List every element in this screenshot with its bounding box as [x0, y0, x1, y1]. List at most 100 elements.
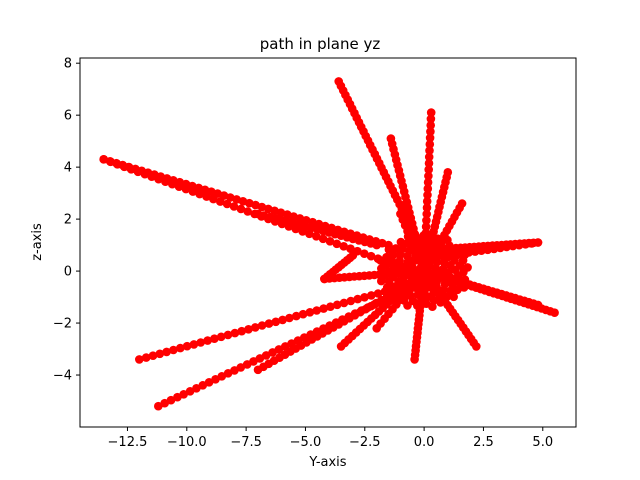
data-point [384, 245, 394, 254]
data-point [426, 108, 436, 117]
data-point [410, 234, 420, 243]
data-point [443, 235, 452, 245]
data-point [160, 398, 169, 408]
data-point [271, 317, 281, 327]
data-point [514, 240, 524, 250]
data-point [477, 246, 486, 255]
data-point [332, 239, 342, 249]
data-point [325, 237, 335, 246]
data-point [264, 319, 274, 328]
data-point [353, 294, 363, 304]
data-point [148, 351, 158, 361]
x-axis-ticks: −12.5 −10.0 −7.5 −5.0 −2.5 0.0 2.5 5.0 [108, 427, 553, 450]
data-point [412, 283, 421, 293]
data-point [413, 301, 422, 310]
data-point [391, 244, 401, 253]
data-point [424, 171, 433, 181]
y-tick-label: 2 [64, 213, 72, 228]
data-point [216, 332, 226, 342]
data-point [424, 159, 434, 168]
data-point [533, 238, 543, 247]
data-point [426, 114, 436, 124]
data-point [422, 209, 432, 219]
data-point [346, 244, 355, 253]
data-point [423, 190, 432, 200]
data-point [360, 249, 369, 258]
x-tick-label: −12.5 [108, 435, 148, 450]
data-point [176, 343, 185, 353]
data-point [425, 133, 435, 143]
y-axis-title: z-axis [30, 223, 45, 261]
data-point [425, 146, 434, 155]
y-tick-label: −2 [53, 317, 72, 332]
y-tick-label: 6 [64, 109, 72, 124]
data-point [173, 392, 182, 402]
data-point [223, 330, 233, 340]
data-point [198, 381, 208, 390]
data-point [422, 203, 432, 212]
data-point [278, 315, 287, 325]
data-point [463, 263, 472, 272]
data-point [292, 311, 301, 321]
x-tick-label: 5.0 [532, 435, 553, 450]
data-point [257, 321, 267, 330]
data-point [496, 243, 505, 253]
data-point [318, 234, 328, 244]
data-point [430, 252, 439, 261]
data-point [460, 275, 470, 284]
data-point [346, 296, 356, 306]
data-point [377, 276, 386, 286]
y-tick-label: −4 [53, 369, 72, 384]
data-point [502, 242, 511, 252]
data-point [428, 302, 437, 312]
data-point [135, 355, 144, 364]
data-point [366, 251, 376, 261]
data-point [410, 355, 419, 364]
data-point [396, 237, 406, 247]
data-point [422, 216, 431, 225]
data-point [426, 121, 436, 130]
data-point [448, 279, 457, 289]
y-tick-label: 0 [64, 265, 72, 280]
data-point [424, 165, 434, 174]
data-point [229, 202, 239, 211]
data-point [237, 326, 246, 336]
data-point [442, 292, 452, 302]
data-point [360, 293, 369, 302]
data-point [508, 241, 518, 251]
data-point [373, 289, 383, 298]
data-point [453, 285, 462, 295]
data-point [367, 291, 376, 300]
data-point [377, 264, 386, 273]
data-point [550, 308, 559, 318]
data-point [242, 360, 252, 369]
y-axis-ticks: −4 −2 0 2 4 6 8 [53, 57, 80, 384]
data-point [533, 300, 543, 310]
data-point [312, 306, 322, 315]
data-point [483, 245, 493, 255]
x-tick-label: −7.5 [230, 435, 262, 450]
x-tick-label: 0.0 [414, 435, 435, 450]
data-point [470, 247, 480, 256]
data-point [332, 300, 342, 310]
x-tick-label: −10.0 [167, 435, 207, 450]
data-point [189, 340, 199, 349]
data-point [521, 240, 530, 249]
data-point [390, 293, 400, 303]
data-point [162, 347, 171, 357]
data-point [319, 304, 328, 313]
data-point [433, 234, 443, 243]
data-point [398, 244, 408, 253]
data-point [336, 342, 346, 351]
data-point [423, 178, 433, 187]
data-point [460, 250, 470, 260]
data-point [155, 349, 165, 359]
data-point [268, 348, 277, 357]
data-point [436, 298, 445, 307]
data-point [154, 401, 163, 411]
data-point [403, 301, 412, 310]
data-point [203, 336, 212, 345]
axes-frame [79, 57, 577, 428]
data-point [211, 375, 220, 384]
